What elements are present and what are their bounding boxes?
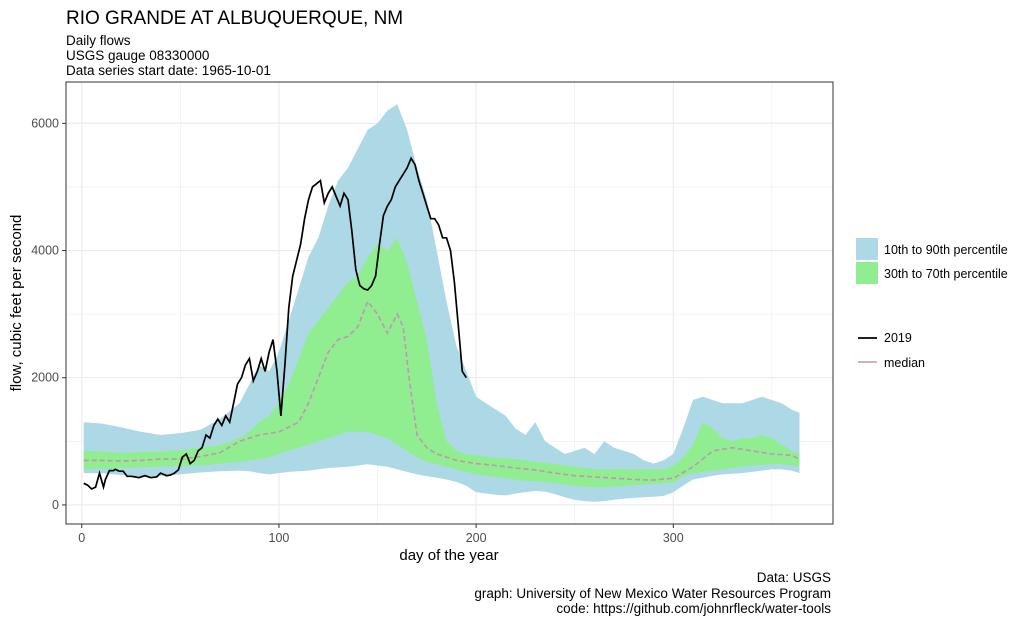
band-30th-70th-percentile bbox=[83, 237, 800, 488]
y-tick-label: 2000 bbox=[31, 371, 59, 385]
x-tick-label: 100 bbox=[269, 531, 290, 545]
band-10th-90th-percentile bbox=[83, 104, 800, 502]
chart-subtitle-line-1: Daily flows bbox=[66, 33, 131, 48]
legend-key-30-70 bbox=[856, 262, 878, 284]
legend-label-10-90: 10th to 90th percentile bbox=[884, 243, 1008, 257]
y-tick-label: 6000 bbox=[31, 116, 59, 130]
x-tick-label: 300 bbox=[663, 531, 684, 545]
y-tick-label: 4000 bbox=[31, 244, 59, 258]
legend: 10th to 90th percentile 30th to 70th per… bbox=[856, 238, 1008, 370]
caption-graph-credit: graph: University of New Mexico Water Re… bbox=[474, 586, 831, 601]
x-axis-ticks: 0 100 200 300 bbox=[78, 524, 684, 545]
y-axis-ticks: 0 2000 4000 6000 bbox=[31, 116, 66, 512]
legend-label-30-70: 30th to 70th percentile bbox=[884, 267, 1008, 281]
y-axis-label: flow, cubic feet per second bbox=[8, 215, 25, 392]
chart-title: RIO GRANDE AT ALBUQUERQUE, NM bbox=[66, 8, 404, 29]
x-tick-label: 200 bbox=[466, 531, 487, 545]
caption-data-source: Data: USGS bbox=[756, 570, 831, 585]
caption-code-link: code: https://github.com/johnrfleck/wate… bbox=[556, 601, 831, 616]
y-tick-label: 0 bbox=[52, 498, 59, 512]
legend-key-10-90 bbox=[856, 238, 878, 260]
legend-label-2019: 2019 bbox=[884, 331, 912, 345]
median-line bbox=[83, 299, 800, 481]
x-axis-label: day of the year bbox=[399, 547, 498, 564]
chart-subtitle-line-2: USGS gauge 08330000 bbox=[66, 48, 210, 63]
plot-border bbox=[65, 81, 834, 525]
chart-subtitle-line-3: Data series start date: 1965-10-01 bbox=[66, 63, 271, 78]
series-2019-line bbox=[83, 156, 468, 491]
legend-label-median: median bbox=[884, 356, 925, 370]
x-tick-label: 0 bbox=[78, 531, 85, 545]
